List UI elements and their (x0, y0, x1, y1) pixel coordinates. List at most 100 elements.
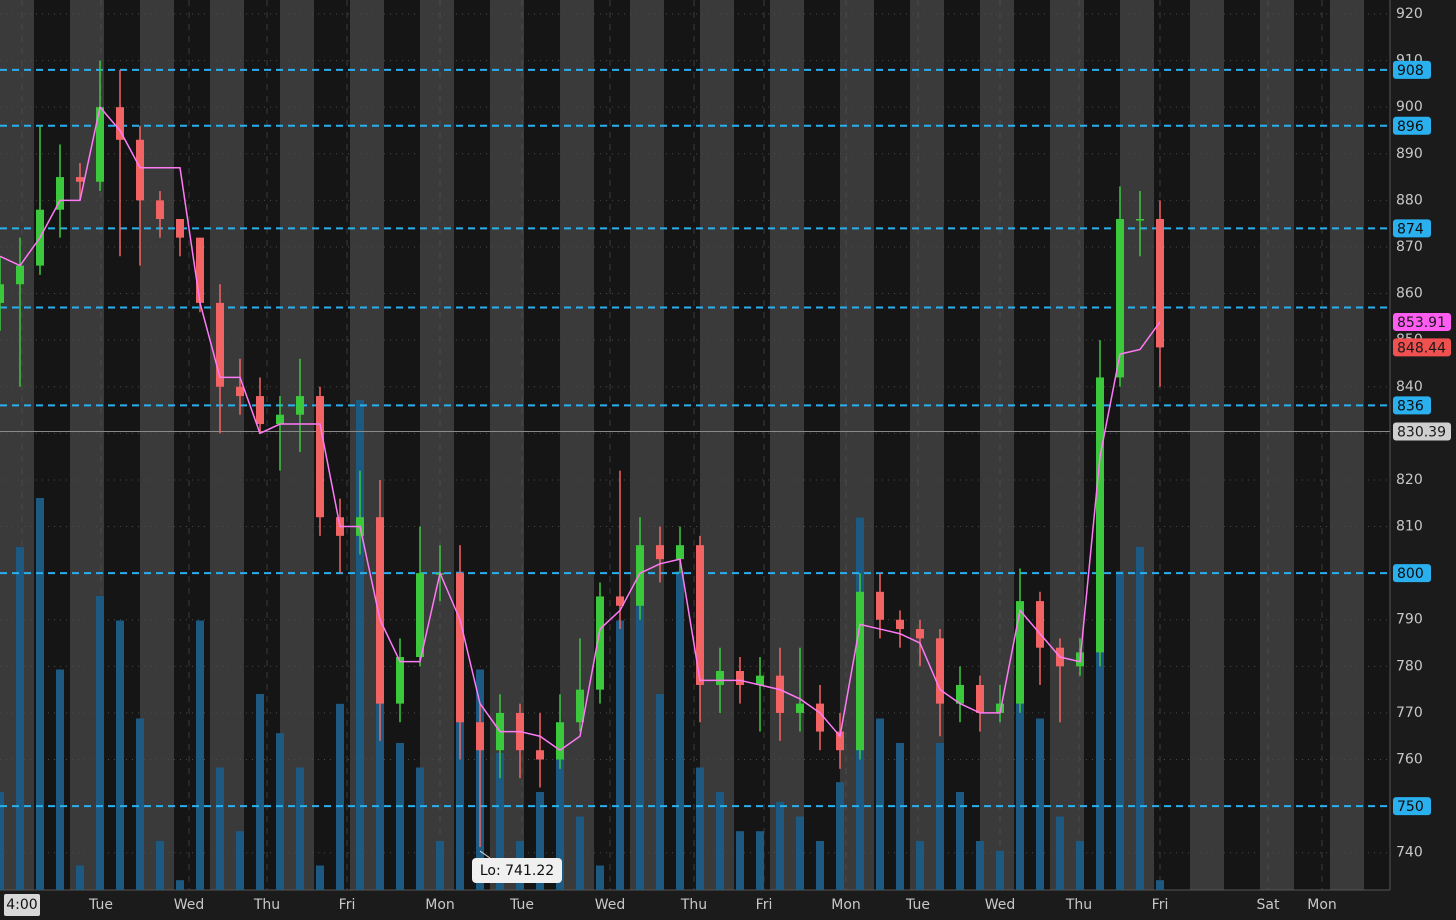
candle-body (16, 265, 24, 285)
volume-bar (416, 767, 424, 890)
volume-bar (1156, 880, 1164, 890)
candle-body (876, 591, 884, 620)
volume-bar (236, 831, 244, 890)
volume-bar (976, 841, 984, 890)
x-tick-label: Wed (595, 897, 626, 913)
volume-bar (556, 743, 564, 890)
volume-bar (316, 865, 324, 890)
volume-bar (796, 816, 804, 890)
volume-bar (816, 841, 824, 890)
volume-bar (1116, 571, 1124, 890)
volume-bar (216, 767, 224, 890)
candle-body (576, 689, 584, 723)
x-tick-label: Thu (1065, 897, 1092, 913)
y-tick-label: 890 (1396, 146, 1423, 162)
x-tick-label: Tue (905, 897, 930, 913)
volume-bar (596, 865, 604, 890)
volume-bar (1016, 694, 1024, 890)
y-tick-label: 840 (1396, 379, 1423, 395)
candle-body (376, 517, 384, 704)
y-tick-label: 790 (1396, 612, 1423, 628)
volume-bar (76, 865, 84, 890)
volume-bar (156, 841, 164, 890)
x-tick-label: Tue (88, 897, 113, 913)
candle-body (296, 396, 304, 415)
candle-body (156, 200, 164, 220)
level-label: 896 (1397, 119, 1424, 135)
volume-bar (656, 694, 664, 890)
y-tick-label: 770 (1396, 705, 1423, 721)
stripe (700, 0, 734, 890)
volume-bar (56, 669, 64, 890)
volume-bar (956, 792, 964, 890)
volume-bar (136, 718, 144, 890)
volume-bar (176, 880, 184, 890)
y-tick-label: 760 (1396, 752, 1423, 768)
volume-bar (0, 792, 4, 890)
x-tick-label: Mon (831, 897, 861, 913)
candle-body (736, 670, 744, 685)
candle-body (956, 684, 964, 704)
y-tick-label: 860 (1396, 286, 1423, 302)
stripe (490, 0, 524, 890)
y-tick-label: 810 (1396, 519, 1423, 535)
volume-bar (356, 400, 364, 890)
volume-bar (996, 850, 1004, 890)
candle-body (1036, 601, 1044, 648)
session-stripes (0, 0, 1390, 890)
volume-bar (1036, 718, 1044, 890)
last-price-tag: 848.44 (1397, 340, 1446, 356)
candle-body (836, 731, 844, 751)
candle-body (536, 750, 544, 760)
candle-body (896, 619, 904, 630)
candle-body (0, 284, 4, 303)
stripe (594, 0, 630, 890)
candle-body (76, 177, 84, 182)
volume-bar (1136, 547, 1144, 890)
candle-body (176, 219, 184, 238)
stripe (174, 0, 210, 890)
volume-bar (736, 831, 744, 890)
stripe (1260, 0, 1294, 890)
volume-bar (496, 752, 504, 890)
x-tick-label: Mon (1307, 897, 1337, 913)
stripe (1364, 0, 1390, 890)
x-tick-box (4, 894, 40, 916)
stripe (770, 0, 804, 890)
volume-bar (616, 620, 624, 890)
candle-body (856, 591, 864, 751)
candle-body (936, 638, 944, 704)
stripe (734, 0, 770, 890)
volume-bar (836, 782, 844, 890)
candle-body (796, 703, 804, 713)
volume-bar (776, 801, 784, 890)
volume-bar (16, 547, 24, 890)
candle-body (56, 177, 64, 210)
y-tick-label: 870 (1396, 239, 1423, 255)
volume-bar (296, 767, 304, 890)
y-tick-label: 820 (1396, 472, 1423, 488)
moving-average (0, 105, 1161, 752)
candle-body (716, 670, 724, 685)
level-label: 836 (1397, 398, 1424, 414)
candle-body (276, 414, 284, 425)
volume-bar (1096, 547, 1104, 890)
stripe (910, 0, 944, 890)
y-tick-label: 880 (1396, 192, 1423, 208)
ma-price-tag-box (1393, 312, 1451, 331)
volume-bar (116, 620, 124, 890)
volume-bar (576, 816, 584, 890)
volume-bar (876, 718, 884, 890)
candle-body (976, 684, 984, 713)
candle-body (556, 722, 564, 760)
volume-bar (636, 596, 644, 890)
stripe (280, 0, 314, 890)
x-tick-label: Mon (425, 897, 455, 913)
stripe (420, 0, 454, 890)
candle-body (916, 629, 924, 639)
stripe (384, 0, 420, 890)
candle-body (116, 107, 124, 140)
candle-body (416, 573, 424, 658)
level-label-box (1393, 797, 1431, 816)
stripe (210, 0, 244, 890)
